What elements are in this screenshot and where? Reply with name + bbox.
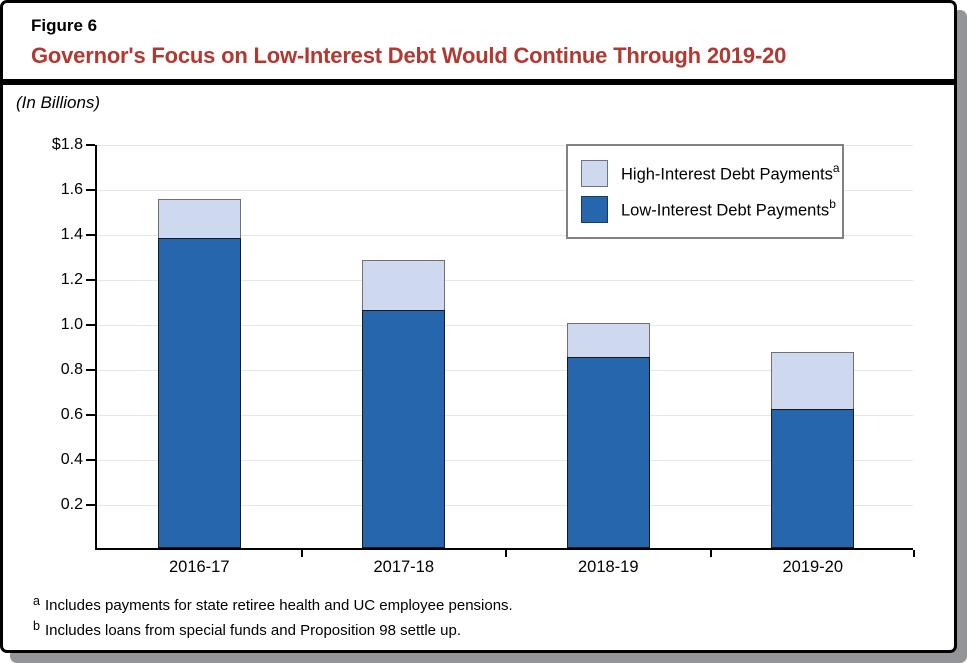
- low-interest-segment: [157, 237, 241, 548]
- chart-legend: High-Interest Debt Paymentsa Low-Interes…: [566, 144, 844, 239]
- y-tick: [86, 369, 95, 371]
- units-subtitle: (In Billions): [16, 93, 101, 112]
- legend-label: High-Interest Debt Paymentsa: [621, 161, 840, 184]
- low-interest-segment: [566, 356, 650, 548]
- low-interest-segment: [771, 408, 855, 548]
- plot-area: 0.2 0.4 0.6 0.8 1.0 1.2 1.4 1.6 $1.8 2016-17 2017-…: [52, 136, 915, 576]
- figure-number: Figure 6: [31, 16, 98, 35]
- gridline: [97, 460, 913, 461]
- footnote-b: b Includes loans from special funds and P…: [33, 619, 462, 639]
- x-tick: [300, 550, 303, 557]
- gridline: [97, 235, 913, 236]
- y-tick: [86, 189, 95, 191]
- gridline: [97, 325, 913, 326]
- gridline: [97, 505, 913, 506]
- title-divider: [3, 79, 954, 85]
- x-tick: [913, 550, 915, 557]
- high-interest-segment: [566, 323, 650, 357]
- y-tick: [86, 504, 95, 506]
- y-tick: [86, 414, 95, 416]
- bar-2019-20: [771, 352, 855, 548]
- x-category-label: 2019-20: [782, 558, 844, 576]
- x-tick: [709, 550, 712, 557]
- figure-panel: Figure 6 Governor's Focus on Low-Interes…: [0, 0, 957, 653]
- gridline: [97, 145, 913, 146]
- bar-2016-17: [157, 199, 241, 548]
- y-tick-label: 0.8: [60, 361, 83, 378]
- legend-label: Low-Interest Debt Paymentsb: [621, 197, 836, 220]
- gridline: [97, 280, 913, 281]
- y-tick: [86, 324, 95, 326]
- figure-title: Governor's Focus on Low-Interest Debt Wo…: [31, 43, 787, 68]
- high-interest-segment: [771, 352, 855, 409]
- x-category-label: 2017-18: [373, 558, 435, 576]
- low-interest-swatch: [581, 196, 608, 223]
- y-tick: [86, 234, 95, 236]
- low-interest-segment: [362, 309, 446, 548]
- gridline: [97, 370, 913, 371]
- high-interest-swatch: [581, 160, 608, 187]
- y-tick-label: 1.6: [60, 181, 83, 198]
- legend-item-low-interest: Low-Interest Debt Paymentsb: [581, 196, 842, 223]
- y-tick: [86, 459, 95, 461]
- y-tick-label: 1.2: [60, 271, 83, 288]
- x-category-label: 2016-17: [168, 558, 230, 576]
- y-tick-label: 1.0: [60, 316, 83, 333]
- bar-2018-19: [566, 323, 650, 548]
- y-tick: [86, 279, 95, 281]
- y-tick-label: 0.4: [60, 451, 83, 468]
- gridline: [97, 190, 913, 191]
- x-tick: [505, 550, 507, 557]
- high-interest-segment: [362, 260, 446, 310]
- y-tick-label: 0.2: [60, 496, 83, 513]
- legend-item-high-interest: High-Interest Debt Paymentsa: [581, 160, 842, 187]
- x-category-label: 2018-19: [577, 558, 639, 576]
- high-interest-segment: [157, 199, 241, 238]
- y-tick-label: 0.6: [60, 406, 83, 423]
- y-tick: [86, 144, 95, 146]
- y-tick-label: 1.4: [60, 226, 83, 243]
- y-tick-label: $1.8: [51, 136, 83, 153]
- footnote-a: a Includes payments for state retiree hea…: [33, 594, 513, 614]
- gridline: [97, 415, 913, 416]
- bar-2017-18: [362, 260, 446, 548]
